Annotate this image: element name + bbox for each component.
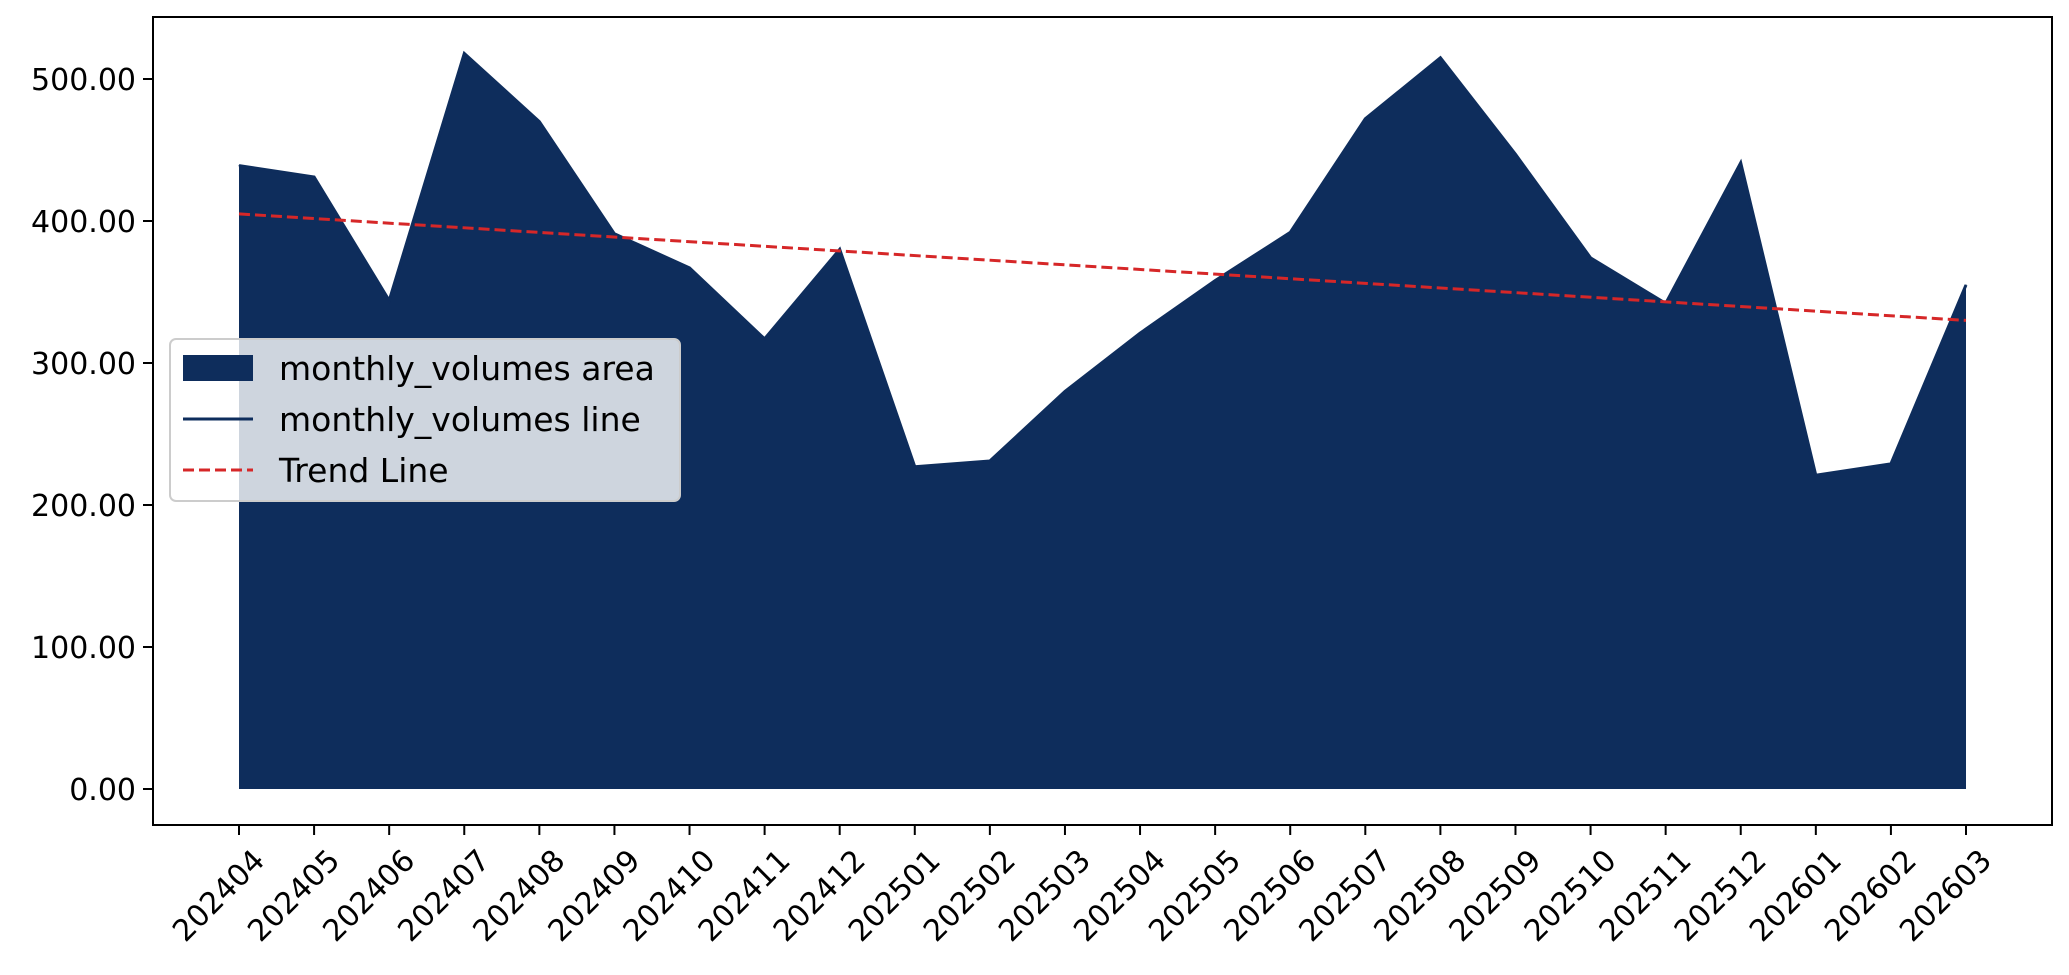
data-point [238, 165, 240, 167]
data-point [1590, 257, 1592, 259]
y-tick-label: 100.00 [31, 631, 136, 666]
data-point [613, 233, 615, 235]
y-tick-label: 300.00 [31, 347, 136, 382]
data-point [538, 121, 540, 123]
data-point [1439, 57, 1441, 59]
data-point [989, 460, 991, 462]
data-point [1965, 284, 1967, 286]
data-point [1890, 463, 1892, 465]
legend: monthly_volumes area monthly_volumes line… [169, 338, 681, 502]
data-point [914, 466, 916, 468]
y-tick-label: 200.00 [31, 489, 136, 524]
y-tick-label: 400.00 [31, 205, 136, 240]
y-axis: 0.00 100.00 200.00 300.00 400.00 500.00 [31, 63, 153, 808]
data-point [1815, 474, 1817, 476]
data-point [1515, 153, 1516, 155]
data-point [463, 52, 465, 54]
plot-frame [152, 16, 2053, 826]
data-point [1740, 162, 1742, 164]
data-point [1139, 332, 1141, 334]
data-point [1289, 231, 1291, 233]
data-point [388, 300, 390, 301]
data-point [1364, 118, 1366, 120]
y-tick-label: 500.00 [31, 63, 136, 98]
legend-label: monthly_volumes line [279, 400, 641, 439]
area-fill [239, 53, 1966, 789]
data-point [764, 338, 766, 340]
legend-label: monthly_volumes area [279, 349, 655, 388]
data-point [313, 176, 315, 178]
data-point [1064, 390, 1066, 392]
legend-label: Trend Line [278, 451, 449, 490]
legend-box [169, 338, 681, 502]
y-tick-label: 0.00 [69, 773, 136, 808]
legend-swatch-area [183, 355, 253, 381]
plot-area [238, 50, 1968, 789]
data-point [689, 267, 690, 269]
trend-line [238, 212, 1967, 322]
series-line [238, 50, 1968, 477]
data-point [1214, 280, 1216, 282]
